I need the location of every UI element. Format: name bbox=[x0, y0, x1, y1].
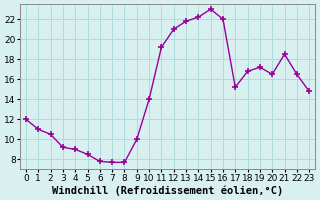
X-axis label: Windchill (Refroidissement éolien,°C): Windchill (Refroidissement éolien,°C) bbox=[52, 185, 283, 196]
